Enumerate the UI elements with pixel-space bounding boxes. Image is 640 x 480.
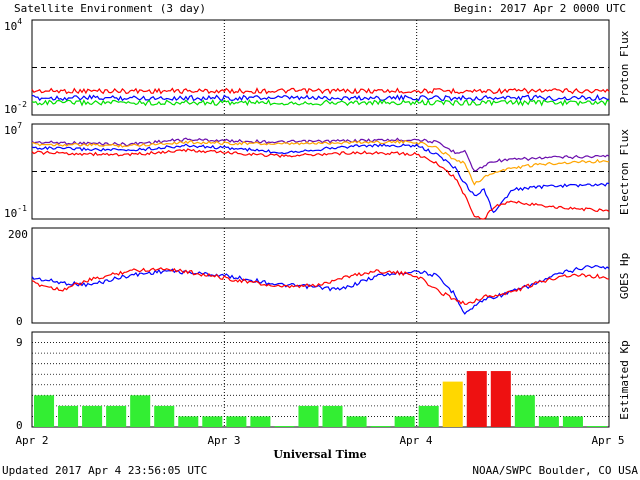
- begin-date: Begin: 2017 Apr 2 0000 UTC: [454, 2, 626, 15]
- proton-ymin: 10-2: [4, 100, 27, 116]
- kp-bar: [370, 426, 391, 427]
- proton-green-line: [31, 98, 610, 107]
- electron-ylabel: Electron Flux: [618, 129, 631, 215]
- credit-text: NOAA/SWPC Boulder, CO USA: [472, 464, 638, 477]
- grid-lines: [32, 20, 609, 427]
- electron-red-line: [31, 148, 610, 220]
- chart-marks: [31, 87, 610, 427]
- kp-bar: [514, 395, 535, 427]
- kp-bar: [154, 405, 175, 427]
- updated-timestamp: Updated 2017 Apr 4 23:56:05 UTC: [2, 464, 207, 477]
- x-tick-apr5: Apr 5: [591, 434, 624, 447]
- proton-blue-line: [31, 94, 610, 102]
- x-tick-apr3: Apr 3: [207, 434, 240, 447]
- kp-ymin: 0: [16, 419, 23, 432]
- hp-ymax: 200: [8, 228, 28, 241]
- hp-panel: [31, 227, 610, 324]
- kp-bar: [562, 416, 583, 427]
- kp-bar: [322, 405, 343, 427]
- chart-title: Satellite Environment (3 day): [14, 2, 206, 15]
- proton-red-line: [31, 87, 610, 95]
- kp-bar: [58, 405, 79, 427]
- kp-ymax: 9: [16, 336, 23, 349]
- kp-bar: [178, 416, 199, 427]
- kp-bar: [130, 395, 151, 427]
- hp-ylabel: GOES Hp: [618, 253, 631, 299]
- proton-ylabel: Proton Flux: [618, 30, 631, 103]
- electron-ymin: 10-1: [4, 204, 27, 220]
- kp-ylabel: Estimated Kp: [618, 340, 631, 419]
- kp-bar: [274, 426, 295, 427]
- kp-bar: [466, 371, 487, 427]
- kp-bar: [394, 416, 415, 427]
- kp-bar: [418, 405, 439, 427]
- kp-bar: [202, 416, 223, 427]
- x-tick-apr2: Apr 2: [15, 434, 48, 447]
- kp-bar: [490, 371, 511, 427]
- kp-bar: [586, 426, 607, 427]
- kp-panel: [31, 331, 610, 428]
- kp-bar: [34, 395, 55, 427]
- kp-bar: [442, 381, 463, 427]
- hp-red-line: [31, 267, 610, 305]
- kp-bar: [538, 416, 559, 427]
- hp-blue-line: [31, 264, 610, 315]
- electron-blue-line: [31, 143, 610, 214]
- proton-ymax: 104: [4, 17, 22, 33]
- x-tick-apr4: Apr 4: [399, 434, 432, 447]
- kp-bar: [226, 416, 247, 427]
- kp-bar: [346, 416, 367, 427]
- kp-bar: [106, 405, 127, 427]
- kp-bar: [82, 405, 103, 427]
- kp-bar: [250, 416, 271, 427]
- electron-ymax: 107: [4, 121, 22, 137]
- kp-bar: [298, 405, 319, 427]
- x-axis-title: Universal Time: [273, 448, 366, 461]
- electron-purple-line: [31, 137, 610, 172]
- hp-ymin: 0: [16, 315, 23, 328]
- electron-orange-line: [31, 139, 610, 186]
